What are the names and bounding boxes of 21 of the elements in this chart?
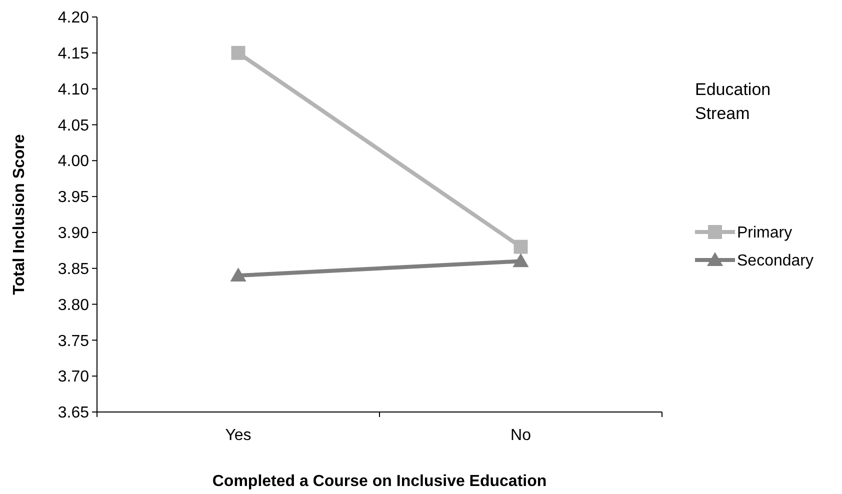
point	[514, 240, 528, 254]
y-tick-label: 4.00	[58, 153, 90, 170]
y-tick-label: 3.75	[58, 332, 90, 350]
x-axis-title: Completed a Course on Inclusive Education	[212, 473, 547, 490]
legend-label: Primary	[737, 224, 792, 242]
y-tick-label: 4.10	[58, 81, 90, 98]
y-tick-label: 3.80	[58, 296, 90, 314]
y-tick-label: 3.90	[58, 225, 90, 242]
legend-title: Education Stream	[695, 80, 771, 123]
y-axis-title: Total Inclusion Score	[11, 134, 28, 295]
y-tick-label: 3.85	[58, 260, 90, 278]
point	[231, 46, 246, 60]
y-tick-label: 3.70	[58, 368, 90, 386]
y-tick-label: 4.05	[58, 117, 90, 134]
x-tick-label: Yes	[225, 427, 252, 444]
y-tick-label: 4.20	[58, 10, 90, 27]
y-tick-label: 3.95	[58, 189, 90, 206]
y-tick-label: 4.15	[58, 46, 90, 63]
x-tick-label: No	[510, 427, 532, 444]
y-tick-label: 3.65	[58, 404, 90, 422]
legend-label: Secondary	[737, 252, 814, 270]
